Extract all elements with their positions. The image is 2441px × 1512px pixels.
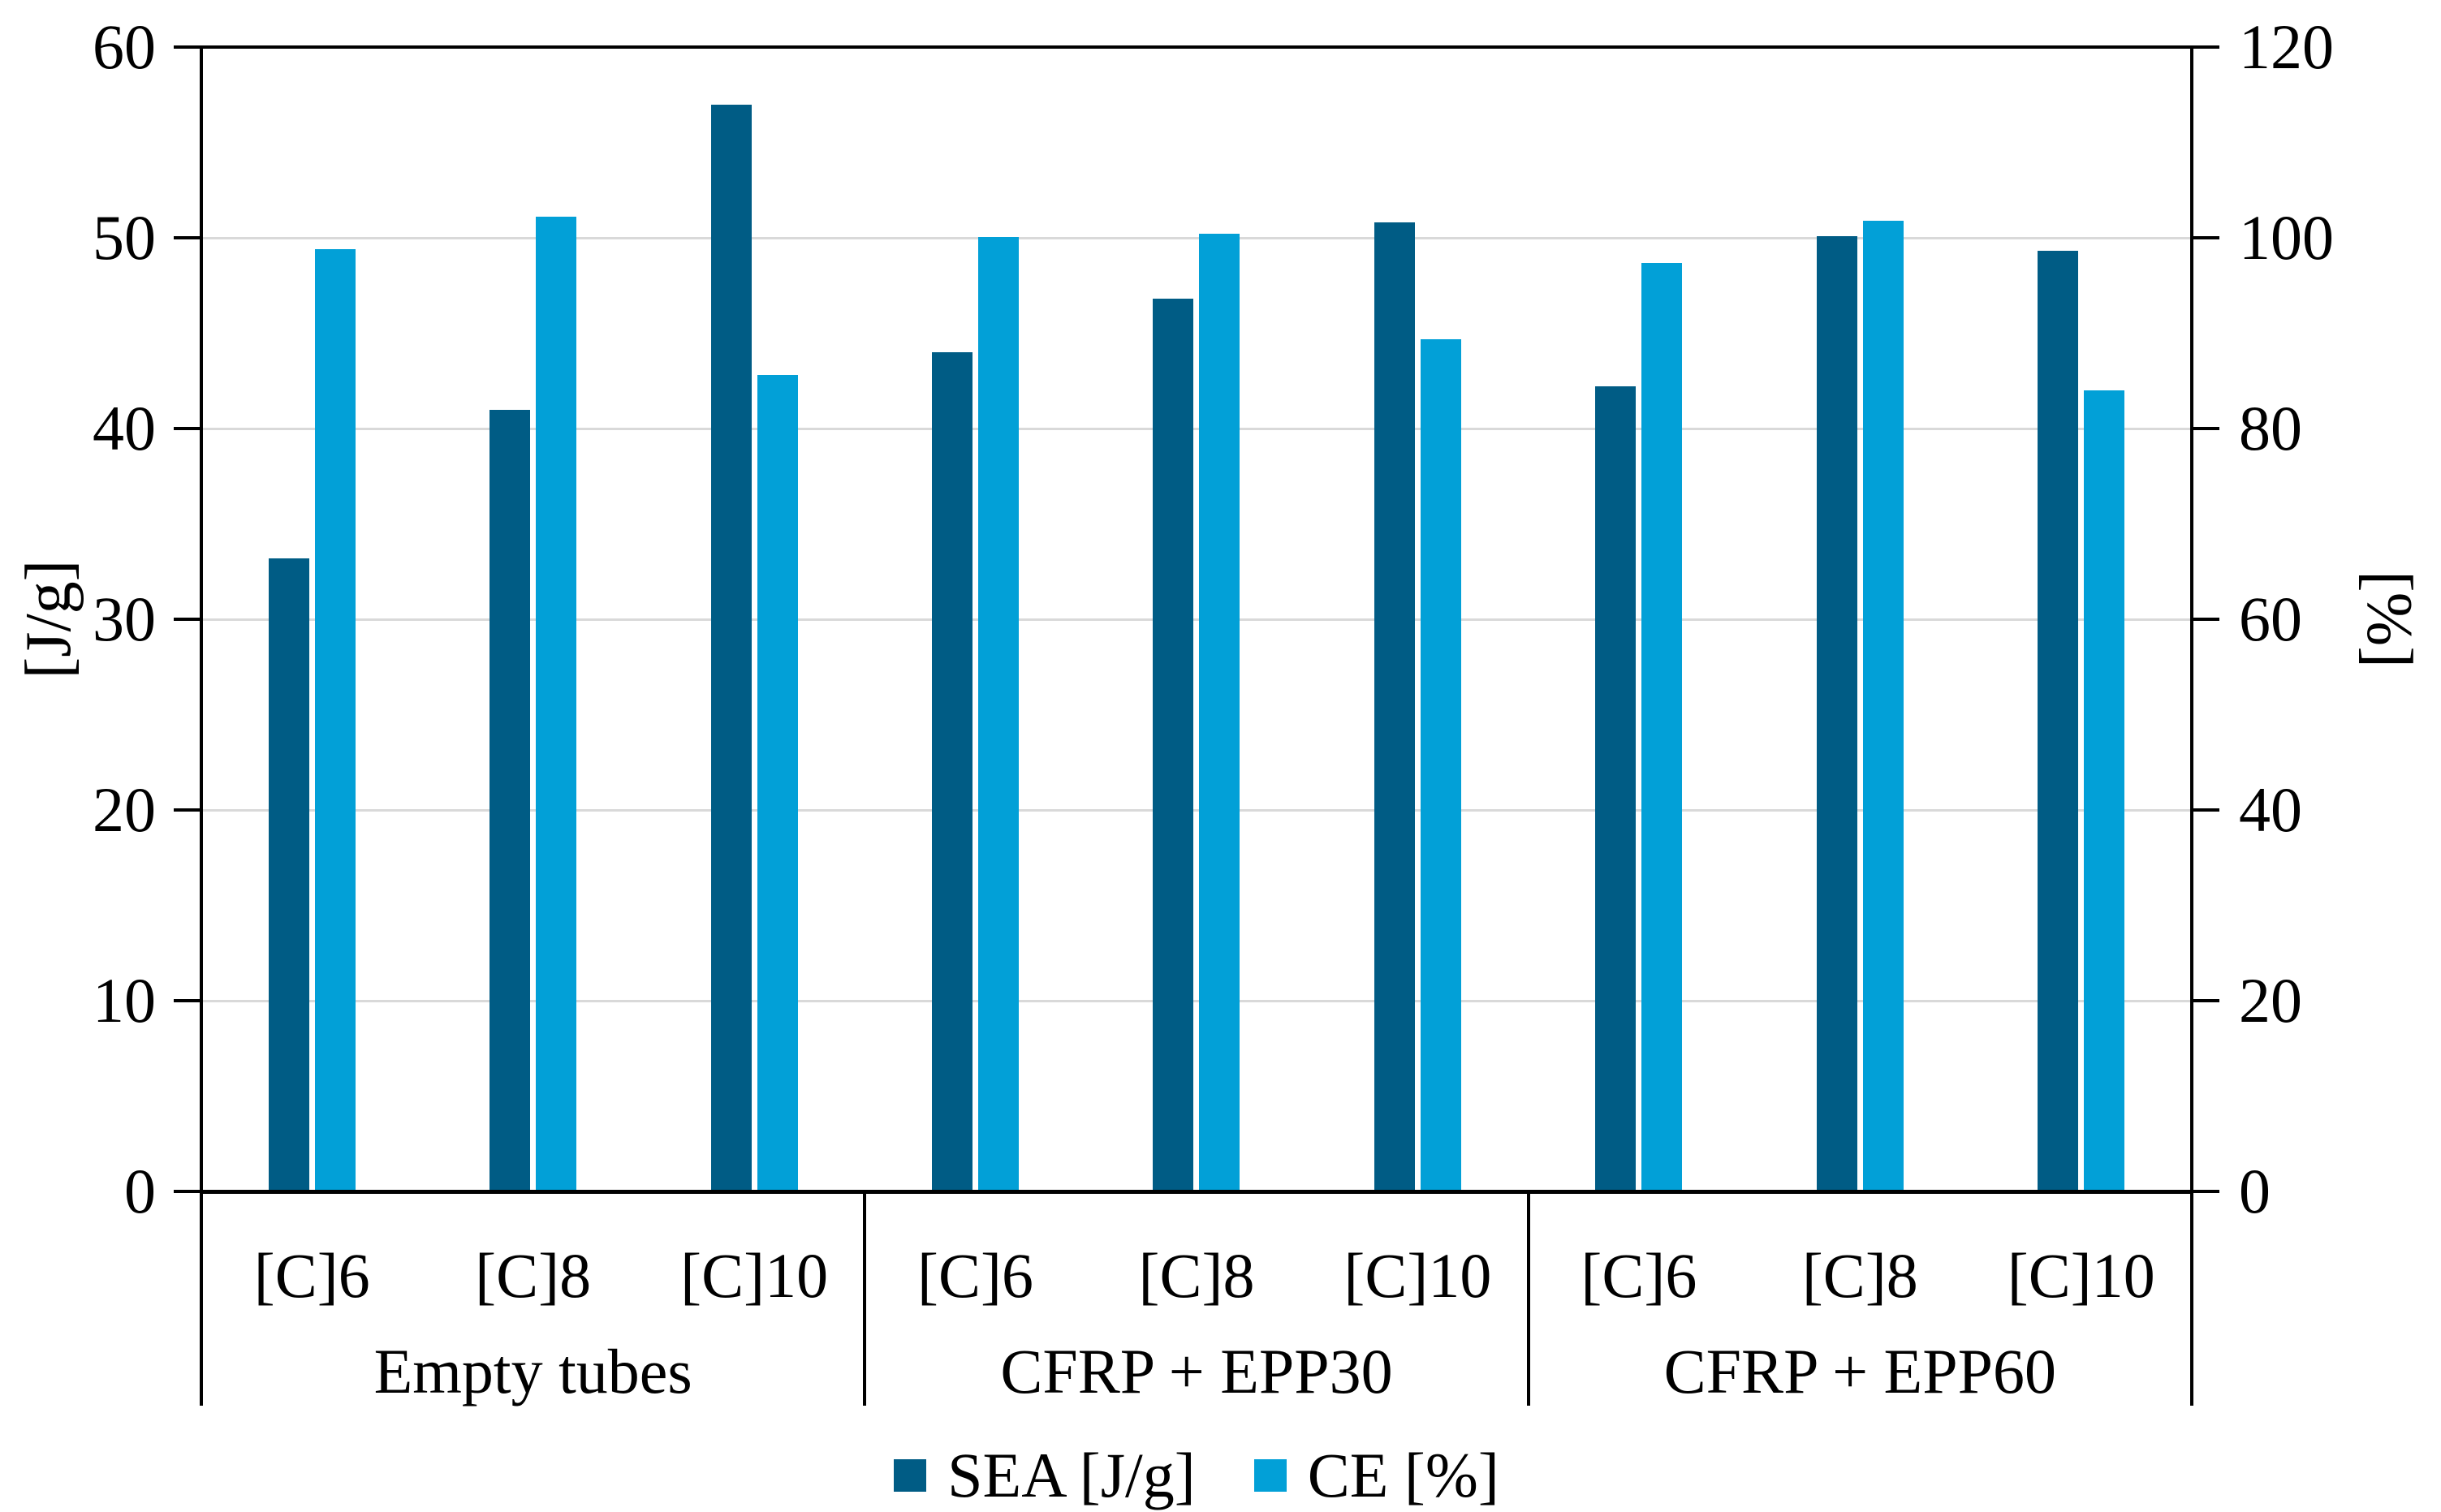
bar-slot-cfrp-epp30-c10 xyxy=(1307,47,1528,1191)
category-label: [C]10 xyxy=(680,1240,829,1311)
bar-slot-empty-tubes-c6 xyxy=(201,47,422,1191)
right-tick-0 xyxy=(2192,1190,2219,1193)
right-tick-label-80: 80 xyxy=(2239,393,2302,463)
sea-bar xyxy=(1153,299,1194,1191)
left-tick-label-60: 60 xyxy=(93,11,156,82)
group-label: Empty tubes xyxy=(373,1336,692,1406)
category-label: [C]6 xyxy=(253,1240,370,1311)
group-separator-2 xyxy=(1526,1191,1530,1406)
bar-group-2 xyxy=(865,47,1528,1191)
right-tick-label-0: 0 xyxy=(2239,1156,2271,1226)
right-tick-100 xyxy=(2192,236,2219,239)
legend: SEA [J/g] CE [%] xyxy=(201,1438,2192,1512)
left-tick-label-30: 30 xyxy=(93,584,156,654)
left-axis-title: [J/g] xyxy=(13,559,84,679)
ce-legend-label: CE [%] xyxy=(1307,1440,1499,1510)
right-tick-120 xyxy=(2192,45,2219,49)
left-tick-10 xyxy=(174,999,201,1002)
group-label: CFRP + EPP60 xyxy=(1663,1336,2056,1406)
sea-bar xyxy=(2038,251,2079,1191)
gridline-40 xyxy=(201,427,2192,430)
left-tick-30 xyxy=(174,618,201,621)
right-tick-label-100: 100 xyxy=(2239,202,2334,273)
sea-legend-label: SEA [J/g] xyxy=(947,1440,1196,1510)
group-separator-1 xyxy=(863,1191,867,1406)
ce-legend-swatch xyxy=(1253,1458,1287,1492)
left-tick-0 xyxy=(174,1190,201,1193)
baseline xyxy=(201,1190,2192,1194)
category-label: [C]8 xyxy=(1138,1240,1255,1311)
category-label: [C]6 xyxy=(1581,1240,1697,1311)
right-axis-title: [%] xyxy=(2353,571,2425,668)
category-group-1: [C]6 [C]8 [C]10 xyxy=(201,1219,865,1333)
left-axis-line xyxy=(200,45,203,1193)
left-tick-label-0: 0 xyxy=(124,1156,156,1226)
category-label: [C]8 xyxy=(1801,1240,1918,1311)
category-group-3: [C]6 [C]8 [C]10 xyxy=(1529,1219,2192,1333)
category-label: [C]10 xyxy=(2007,1240,2155,1311)
ce-bar xyxy=(536,217,577,1191)
bar-group-1 xyxy=(201,47,865,1191)
ce-bar xyxy=(1420,338,1461,1191)
ce-bar xyxy=(1641,262,1683,1191)
group-separator-3 xyxy=(2190,1191,2193,1406)
left-tick-label-40: 40 xyxy=(93,393,156,463)
bar-slot-empty-tubes-c8 xyxy=(422,47,643,1191)
bar-slot-cfrp-epp60-c10 xyxy=(1971,47,2192,1191)
bar-slot-cfrp-epp60-c8 xyxy=(1749,47,1970,1191)
category-group-2: [C]6 [C]8 [C]10 xyxy=(865,1219,1528,1333)
right-tick-80 xyxy=(2192,427,2219,430)
sea-bar xyxy=(1374,222,1415,1191)
legend-item-sea: SEA [J/g] xyxy=(894,1438,1196,1512)
right-tick-label-40: 40 xyxy=(2239,774,2302,845)
left-tick-label-20: 20 xyxy=(93,774,156,845)
bar-group-3 xyxy=(1529,47,2192,1191)
left-tick-label-10: 10 xyxy=(93,965,156,1036)
sea-bar xyxy=(489,409,531,1191)
ce-bar xyxy=(1862,220,1904,1191)
bar-slot-empty-tubes-c10 xyxy=(644,47,865,1191)
bar-slot-cfrp-epp30-c6 xyxy=(865,47,1085,1191)
sea-bar xyxy=(710,104,752,1191)
left-tick-label-50: 50 xyxy=(93,202,156,273)
ce-bar xyxy=(2084,390,2125,1191)
gridline-30 xyxy=(201,618,2192,621)
ce-bar xyxy=(978,236,1020,1191)
right-tick-60 xyxy=(2192,618,2219,621)
category-label: [C]8 xyxy=(475,1240,592,1311)
group-separator-0 xyxy=(200,1191,203,1406)
right-tick-label-120: 120 xyxy=(2239,11,2334,82)
plot-area xyxy=(201,47,2192,1191)
ce-bar xyxy=(757,375,798,1191)
ce-bar xyxy=(1199,234,1240,1191)
right-tick-20 xyxy=(2192,999,2219,1002)
bars-layer xyxy=(201,47,2192,1191)
gridline-10 xyxy=(201,999,2192,1002)
left-tick-60 xyxy=(174,45,201,49)
gridline-50 xyxy=(201,236,2192,239)
group-label: CFRP + EPP30 xyxy=(1000,1336,1393,1406)
category-axis-labels: [C]6 [C]8 [C]10 [C]6 [C]8 [C]10 [C]6 [C]8 [C]10 xyxy=(201,1219,2192,1333)
plot-top-border xyxy=(201,45,2192,49)
bar-slot-cfrp-epp60-c6 xyxy=(1529,47,1749,1191)
sea-bar xyxy=(932,352,973,1191)
category-label: [C]10 xyxy=(1343,1240,1492,1311)
left-tick-20 xyxy=(174,808,201,812)
left-tick-40 xyxy=(174,427,201,430)
left-tick-50 xyxy=(174,236,201,239)
gridline-20 xyxy=(201,808,2192,812)
right-tick-label-20: 20 xyxy=(2239,965,2302,1036)
category-label: [C]6 xyxy=(917,1240,1034,1311)
legend-item-ce: CE [%] xyxy=(1253,1438,1499,1512)
sea-bar xyxy=(268,558,309,1191)
bar-slot-cfrp-epp30-c8 xyxy=(1086,47,1307,1191)
sea-bar xyxy=(1595,386,1637,1191)
right-tick-40 xyxy=(2192,808,2219,812)
group-axis-labels: Empty tubes CFRP + EPP30 CFRP + EPP60 xyxy=(201,1333,2192,1410)
sea-legend-swatch xyxy=(894,1458,927,1492)
sea-bar xyxy=(1816,235,1857,1191)
right-tick-label-60: 60 xyxy=(2239,584,2302,654)
ce-bar xyxy=(314,249,356,1191)
